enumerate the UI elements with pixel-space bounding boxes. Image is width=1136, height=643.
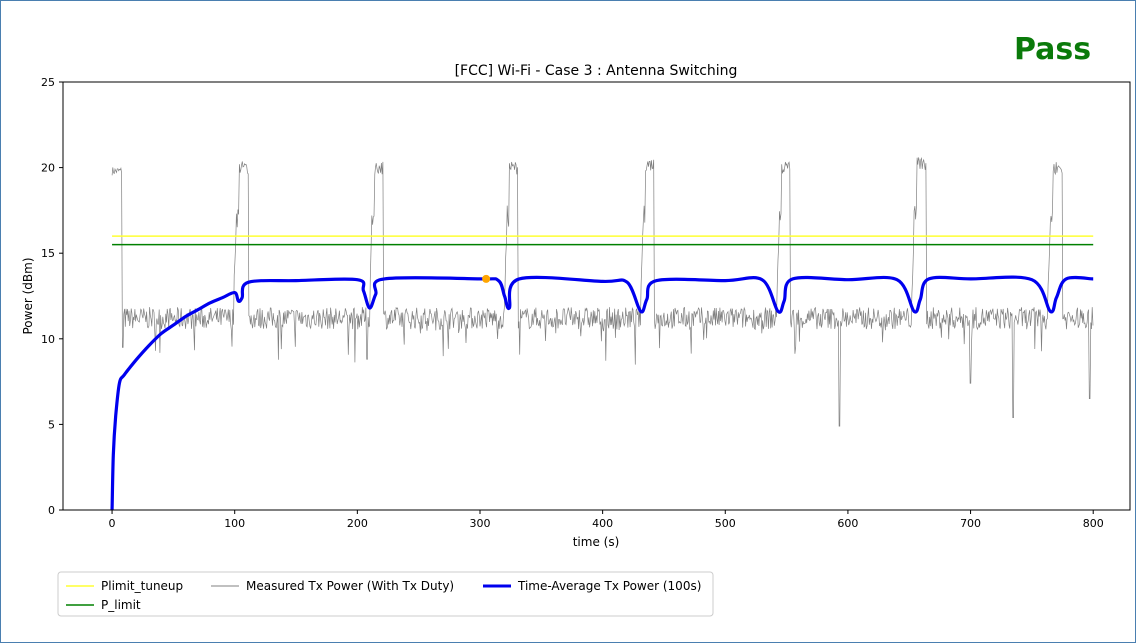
legend: Plimit_tuneup P_limit Measured Tx Power … bbox=[58, 572, 713, 616]
y-tick-label: 25 bbox=[41, 76, 55, 89]
y-tick-label: 0 bbox=[48, 504, 55, 517]
x-tick-label: 600 bbox=[837, 517, 858, 530]
legend-label-p-limit: P_limit bbox=[101, 598, 141, 612]
x-axis-label: time (s) bbox=[573, 535, 620, 549]
chart-title: [FCC] Wi-Fi - Case 3 : Antenna Switching bbox=[455, 63, 738, 79]
x-tick-label: 400 bbox=[592, 517, 613, 530]
plot-area bbox=[112, 157, 1093, 510]
x-tick-label: 800 bbox=[1083, 517, 1104, 530]
y-tick-label: 10 bbox=[41, 333, 55, 346]
x-tick-label: 100 bbox=[224, 517, 245, 530]
legend-label-plimit-tuneup: Plimit_tuneup bbox=[101, 579, 183, 593]
legend-label-measured: Measured Tx Power (With Tx Duty) bbox=[246, 579, 454, 593]
x-tick-label: 0 bbox=[109, 517, 116, 530]
x-tick-label: 200 bbox=[347, 517, 368, 530]
y-tick-label: 15 bbox=[41, 247, 55, 260]
orange-marker-point bbox=[482, 275, 490, 283]
legend-label-time-average: Time-Average Tx Power (100s) bbox=[517, 579, 701, 593]
measured-tx-power-line bbox=[112, 157, 1093, 426]
time-average-tx-power-line bbox=[112, 277, 1093, 510]
x-tick-label: 700 bbox=[960, 517, 981, 530]
x-tick-label: 500 bbox=[715, 517, 736, 530]
x-tick-label: 300 bbox=[469, 517, 490, 530]
y-tick-label: 5 bbox=[48, 418, 55, 431]
y-axis-label: Power (dBm) bbox=[21, 258, 35, 335]
x-axis-ticks: 0 100 200 300 400 500 600 700 800 bbox=[109, 510, 1104, 530]
y-tick-label: 20 bbox=[41, 162, 55, 175]
y-axis-ticks: 0 5 10 15 20 25 bbox=[41, 76, 63, 517]
